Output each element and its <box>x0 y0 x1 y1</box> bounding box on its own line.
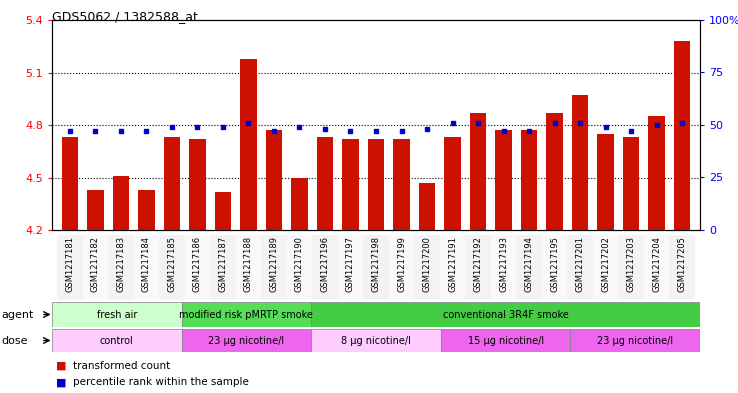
Bar <box>184 235 210 300</box>
Text: GSM1217198: GSM1217198 <box>371 236 381 292</box>
Text: GSM1217183: GSM1217183 <box>117 236 125 292</box>
Bar <box>393 139 410 230</box>
Text: GSM1217203: GSM1217203 <box>627 236 635 292</box>
Text: GSM1217189: GSM1217189 <box>269 236 278 292</box>
Bar <box>57 235 83 300</box>
Bar <box>235 235 261 300</box>
Bar <box>215 191 231 230</box>
Bar <box>311 329 441 352</box>
Bar <box>138 190 155 230</box>
Bar <box>593 235 618 300</box>
Bar <box>649 116 665 230</box>
Text: agent: agent <box>1 310 34 320</box>
Bar <box>669 235 695 300</box>
Bar <box>134 235 159 300</box>
Text: GSM1217184: GSM1217184 <box>142 236 151 292</box>
Text: GSM1217205: GSM1217205 <box>677 236 686 292</box>
Bar <box>61 137 78 230</box>
Text: GSM1217204: GSM1217204 <box>652 236 661 292</box>
Bar <box>570 329 700 352</box>
Bar <box>597 134 614 230</box>
Text: GSM1217192: GSM1217192 <box>474 236 483 292</box>
Bar <box>266 130 282 230</box>
Text: GSM1217182: GSM1217182 <box>91 236 100 292</box>
Bar <box>389 235 414 300</box>
Text: dose: dose <box>1 336 28 345</box>
Bar <box>491 235 517 300</box>
Bar <box>286 235 312 300</box>
Bar <box>441 329 570 352</box>
Text: GSM1217201: GSM1217201 <box>576 236 584 292</box>
Bar <box>418 183 435 230</box>
Text: 23 μg nicotine/l: 23 μg nicotine/l <box>208 336 284 345</box>
Bar <box>546 113 563 230</box>
Bar <box>521 130 537 230</box>
Bar <box>644 235 669 300</box>
Text: GSM1217185: GSM1217185 <box>168 236 176 292</box>
Text: GSM1217197: GSM1217197 <box>346 236 355 292</box>
Bar <box>182 329 311 352</box>
Bar <box>83 235 108 300</box>
Text: GSM1217191: GSM1217191 <box>448 236 457 292</box>
Text: GSM1217187: GSM1217187 <box>218 236 227 292</box>
Text: GSM1217196: GSM1217196 <box>320 236 329 292</box>
Text: GSM1217193: GSM1217193 <box>499 236 508 292</box>
Bar <box>87 190 103 230</box>
Bar <box>572 95 588 230</box>
Text: transformed count: transformed count <box>72 361 170 371</box>
Bar <box>311 302 700 327</box>
Text: ■: ■ <box>55 361 66 371</box>
Text: conventional 3R4F smoke: conventional 3R4F smoke <box>443 310 568 320</box>
Bar <box>159 235 184 300</box>
Text: 8 μg nicotine/l: 8 μg nicotine/l <box>341 336 411 345</box>
Text: GSM1217199: GSM1217199 <box>397 236 406 292</box>
Text: GSM1217190: GSM1217190 <box>295 236 304 292</box>
Text: ■: ■ <box>55 377 66 387</box>
Bar <box>338 235 363 300</box>
Text: percentile rank within the sample: percentile rank within the sample <box>72 377 249 387</box>
Bar <box>618 235 644 300</box>
Bar <box>189 139 206 230</box>
Bar <box>495 130 512 230</box>
Bar <box>210 235 235 300</box>
Text: control: control <box>100 336 134 345</box>
Text: GSM1217200: GSM1217200 <box>423 236 432 292</box>
Bar <box>52 329 182 352</box>
Bar <box>414 235 440 300</box>
Bar <box>363 235 389 300</box>
Text: GSM1217202: GSM1217202 <box>601 236 610 292</box>
Text: GDS5062 / 1382588_at: GDS5062 / 1382588_at <box>52 10 198 23</box>
Bar <box>517 235 542 300</box>
Text: modified risk pMRTP smoke: modified risk pMRTP smoke <box>179 310 314 320</box>
Bar <box>674 41 691 230</box>
Bar <box>465 235 491 300</box>
Bar <box>113 176 129 230</box>
Bar <box>440 235 465 300</box>
Bar <box>470 113 486 230</box>
Bar <box>240 59 257 230</box>
Text: 23 μg nicotine/l: 23 μg nicotine/l <box>597 336 673 345</box>
Bar <box>444 137 461 230</box>
Bar <box>108 235 134 300</box>
Text: fresh air: fresh air <box>97 310 137 320</box>
Bar <box>568 235 593 300</box>
Bar <box>292 178 308 230</box>
Text: GSM1217188: GSM1217188 <box>244 236 253 292</box>
Bar <box>52 302 182 327</box>
Bar <box>623 137 639 230</box>
Text: GSM1217181: GSM1217181 <box>66 236 75 292</box>
Bar <box>368 139 384 230</box>
Text: 15 μg nicotine/l: 15 μg nicotine/l <box>468 336 544 345</box>
Bar <box>542 235 568 300</box>
Bar <box>164 137 180 230</box>
Bar <box>182 302 311 327</box>
Bar <box>312 235 338 300</box>
Bar <box>317 137 334 230</box>
Bar <box>261 235 286 300</box>
Bar <box>342 139 359 230</box>
Text: GSM1217195: GSM1217195 <box>550 236 559 292</box>
Text: GSM1217194: GSM1217194 <box>525 236 534 292</box>
Text: GSM1217186: GSM1217186 <box>193 236 202 292</box>
